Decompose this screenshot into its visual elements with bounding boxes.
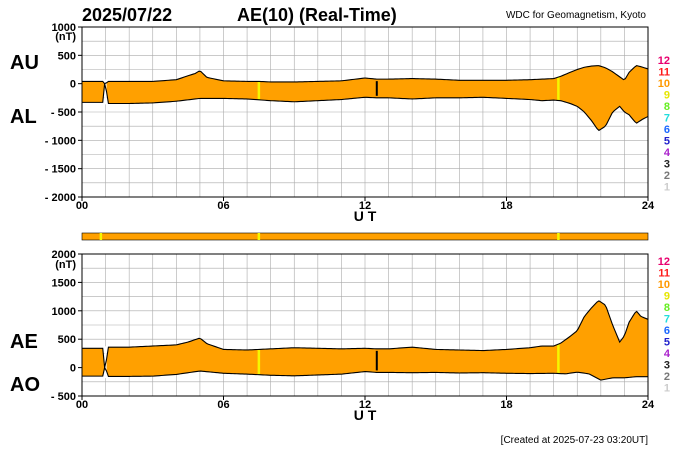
p1-y-tick-label: - 1500	[45, 164, 76, 176]
date-title: 2025/07/22	[82, 5, 172, 25]
p2-station-count-11: 11	[658, 268, 670, 280]
source-label: WDC for Geomagnetism, Kyoto	[506, 10, 646, 21]
p2-station-count-6: 6	[664, 325, 670, 337]
p1-y-tick-label: 1000	[52, 22, 76, 34]
p1-label-au: AU	[10, 52, 39, 74]
p2-label-ao: AO	[10, 374, 40, 396]
p2-station-count-5: 5	[664, 337, 670, 349]
p1-station-count-2: 2	[664, 170, 670, 182]
p2-series-ae-line	[82, 300, 649, 368]
p2-x-tick-label: 00	[76, 399, 88, 411]
p1-station-count-10: 10	[658, 78, 670, 90]
p1-y-tick-label: - 500	[51, 107, 76, 119]
p2-y-tick-label: 1000	[52, 306, 76, 318]
p1-station-count-9: 9	[664, 90, 670, 102]
p1-station-count-3: 3	[664, 159, 670, 171]
p1-panel: 1000 500 0 - 500 - 1000 - 1500 - 2000 (nT) 00 06 1…	[10, 22, 671, 224]
p2-y-tick-label: 0	[70, 363, 76, 375]
p2-y-tick-label: 500	[58, 334, 76, 346]
created-timestamp: [Created at 2025-07-23 03:20UT]	[501, 435, 649, 446]
p1-y-tick-label: 500	[58, 50, 76, 62]
p1-station-count-5: 5	[664, 136, 670, 148]
p1-data-gap	[104, 79, 107, 105]
p2-station-count-9: 9	[664, 291, 670, 303]
p2-label-ae: AE	[10, 331, 38, 353]
p1-y-unit-label: (nT)	[55, 31, 76, 43]
p1-series-al-line	[82, 83, 649, 132]
p2-station-count-12: 12	[658, 256, 670, 268]
p1-x-tick-label: 12	[359, 200, 371, 212]
p1-station-count-11: 11	[658, 67, 670, 79]
p2-station-count-7: 7	[664, 314, 670, 326]
p2-x-tick-label: 06	[217, 399, 229, 411]
p2-y-tick-label: 2000	[52, 249, 76, 261]
p1-station-count-4: 4	[664, 147, 671, 159]
index-title: AE(10) (Real-Time)	[237, 5, 397, 25]
p2-station-count-2: 2	[664, 371, 670, 383]
p2-x-tick-label: 24	[642, 399, 655, 411]
p1-band-fill	[82, 65, 648, 131]
p2-x-axis-label: U T	[354, 407, 377, 423]
p1-x-tick-label: 00	[76, 200, 88, 212]
p2-station-count-10: 10	[658, 279, 670, 291]
p2-station-count-4: 4	[664, 348, 671, 360]
p2-y-tick-label: 1500	[52, 277, 76, 289]
p2-x-tick-label: 12	[359, 399, 371, 411]
p2-band-fill	[82, 300, 648, 381]
p2-series-ao-line	[82, 366, 648, 381]
p1-x-axis-label: U T	[354, 208, 377, 224]
p1-y-tick-label: 0	[70, 79, 76, 91]
p1-station-count-7: 7	[664, 113, 670, 125]
p2-x-tick-label: 18	[500, 399, 512, 411]
p1-station-count-6: 6	[664, 124, 670, 136]
p2-station-count-8: 8	[664, 302, 670, 314]
p1-station-count-1: 1	[664, 182, 670, 194]
p1-x-tick-label: 18	[500, 200, 512, 212]
p2-y-unit-label: (nT)	[55, 259, 76, 271]
p1-x-tick-label: 06	[217, 200, 229, 212]
station-availability-bar	[81, 232, 649, 241]
p1-y-tick-label: - 2000	[45, 192, 76, 204]
p1-x-tick-label: 24	[642, 200, 655, 212]
p1-station-count-8: 8	[664, 101, 670, 113]
p1-label-al: AL	[10, 106, 37, 128]
p2-station-count-3: 3	[664, 360, 670, 372]
p2-y-tick-label: - 500	[51, 391, 76, 403]
p1-series-au-line	[82, 65, 649, 85]
p2-station-count-1: 1	[664, 383, 670, 395]
p1-station-count-12: 12	[658, 55, 670, 67]
p1-y-tick-label: - 1000	[45, 135, 76, 147]
